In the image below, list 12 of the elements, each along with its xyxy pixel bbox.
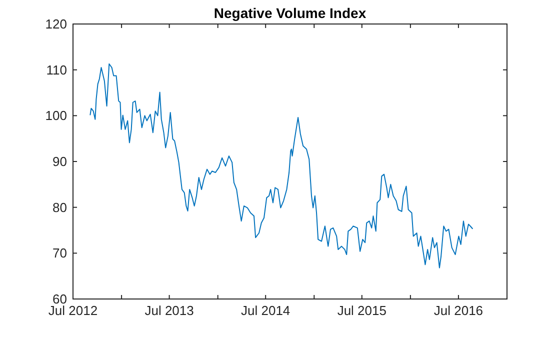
y-tick-label: 120 bbox=[45, 16, 67, 32]
x-tick-label: Jul 2013 bbox=[144, 303, 194, 318]
x-tick-label: Jul 2016 bbox=[434, 303, 484, 318]
line-series bbox=[90, 63, 474, 268]
y-tick-label: 90 bbox=[52, 154, 67, 170]
y-tick-label: 70 bbox=[52, 246, 67, 261]
x-tick-label: Jul 2014 bbox=[241, 303, 290, 318]
y-tick-label: 80 bbox=[52, 200, 67, 215]
y-tick-label: 100 bbox=[45, 108, 67, 124]
y-tick-label: 110 bbox=[46, 62, 67, 78]
x-tick-label: Jul 2015 bbox=[337, 303, 386, 318]
chart-title: Negative Volume Index bbox=[214, 5, 366, 21]
